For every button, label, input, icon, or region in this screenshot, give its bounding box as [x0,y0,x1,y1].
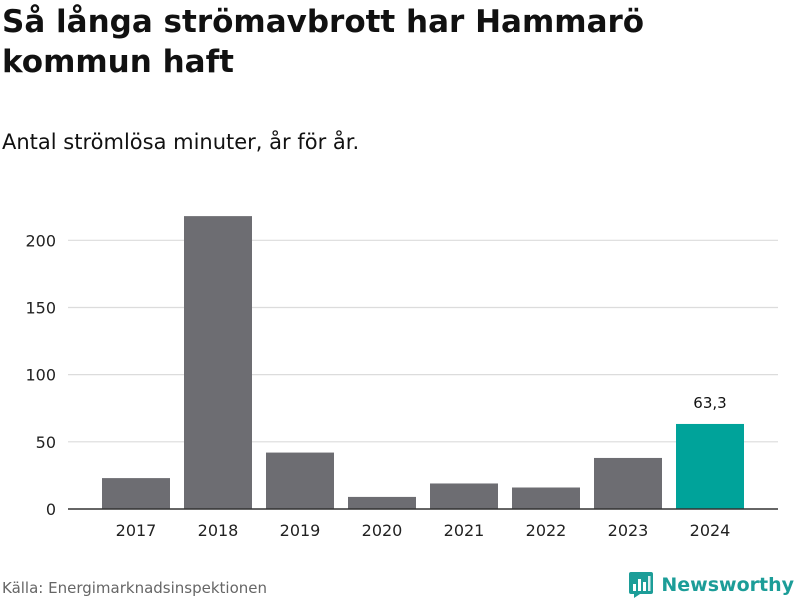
data-label: 63,3 [693,394,726,412]
y-axis-ticks: 0 50 100 150 200 [25,231,56,519]
bar-2023 [594,457,662,509]
y-tick-label: 100 [25,366,56,385]
brand-logo: Newsworthy [628,569,794,601]
x-tick-label: 2018 [198,521,239,540]
x-axis-ticks: 2017 2018 2019 2020 2021 2022 2023 2024 [116,521,731,540]
y-tick-label: 150 [25,298,56,317]
x-tick-label: 2023 [608,521,649,540]
bars [102,216,744,509]
chart-title: Så långa strömavbrott har Hammarö kommun… [2,4,645,80]
bar-2019 [266,452,334,509]
bar-2024 [676,423,744,509]
bar-2020 [348,496,416,509]
y-tick-label: 0 [46,500,56,519]
y-tick-label: 200 [25,231,56,250]
y-tick-label: 50 [36,433,56,452]
x-tick-label: 2021 [444,521,485,540]
x-tick-label: 2019 [280,521,321,540]
x-tick-label: 2022 [526,521,567,540]
x-tick-label: 2024 [690,521,731,540]
chart-subtitle: Antal strömlösa minuter, år för år. [2,130,360,154]
bar-2022 [512,487,580,509]
newsworthy-logo-icon [629,572,654,598]
source-note: Källa: Energimarknadsinspektionen [2,579,268,597]
data-labels: 63,3 [693,394,726,412]
brand-name: Newsworthy [661,574,794,596]
bar-2018 [184,216,252,509]
x-tick-label: 2020 [362,521,403,540]
gridlines [68,239,778,443]
bar-2021 [430,483,498,509]
x-tick-label: 2017 [116,521,157,540]
bar-2017 [102,478,170,509]
